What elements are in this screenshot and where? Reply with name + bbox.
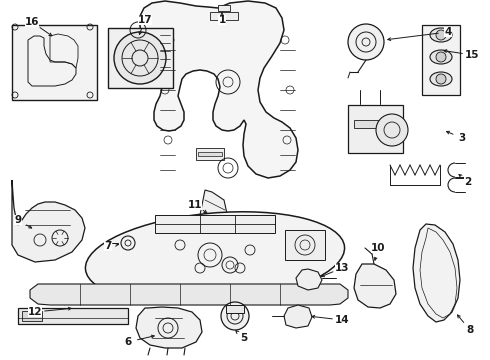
Text: 14: 14: [335, 315, 349, 325]
Circle shape: [436, 30, 446, 40]
Circle shape: [376, 114, 408, 146]
Circle shape: [348, 24, 384, 60]
Text: 3: 3: [458, 133, 466, 143]
Polygon shape: [284, 305, 312, 328]
Ellipse shape: [430, 28, 452, 42]
Circle shape: [436, 52, 446, 62]
Text: 4: 4: [444, 27, 452, 37]
Text: 6: 6: [124, 337, 132, 347]
Text: 7: 7: [104, 241, 112, 251]
Circle shape: [436, 74, 446, 84]
Bar: [198, 152, 222, 156]
Bar: [22, 311, 42, 321]
Circle shape: [114, 32, 166, 84]
Bar: [155, 215, 275, 233]
Bar: [354, 120, 389, 128]
Text: 2: 2: [465, 177, 471, 187]
Text: 10: 10: [371, 243, 385, 253]
Polygon shape: [200, 190, 228, 230]
Text: 5: 5: [241, 333, 247, 343]
Text: 1: 1: [219, 15, 225, 25]
Ellipse shape: [430, 72, 452, 86]
Ellipse shape: [85, 212, 344, 304]
Bar: [18, 308, 128, 324]
Text: 11: 11: [188, 200, 202, 210]
Bar: [108, 28, 173, 88]
Text: 8: 8: [466, 325, 474, 335]
Bar: [226, 305, 244, 313]
Polygon shape: [413, 224, 460, 322]
Bar: [196, 148, 224, 160]
Bar: [422, 25, 460, 95]
Bar: [12, 25, 97, 100]
Polygon shape: [12, 180, 85, 262]
Text: 12: 12: [28, 307, 42, 317]
Polygon shape: [140, 1, 298, 178]
Text: 13: 13: [335, 263, 349, 273]
Bar: [218, 5, 230, 11]
Polygon shape: [296, 269, 322, 290]
Polygon shape: [30, 284, 348, 305]
Text: 16: 16: [25, 17, 39, 27]
Polygon shape: [136, 307, 202, 348]
Circle shape: [221, 302, 249, 330]
Bar: [285, 230, 325, 260]
Text: 9: 9: [14, 215, 22, 225]
Text: 17: 17: [138, 15, 152, 25]
Ellipse shape: [430, 50, 452, 64]
Text: 15: 15: [465, 50, 479, 60]
Bar: [348, 105, 403, 153]
Polygon shape: [354, 264, 396, 308]
Bar: [210, 12, 238, 20]
